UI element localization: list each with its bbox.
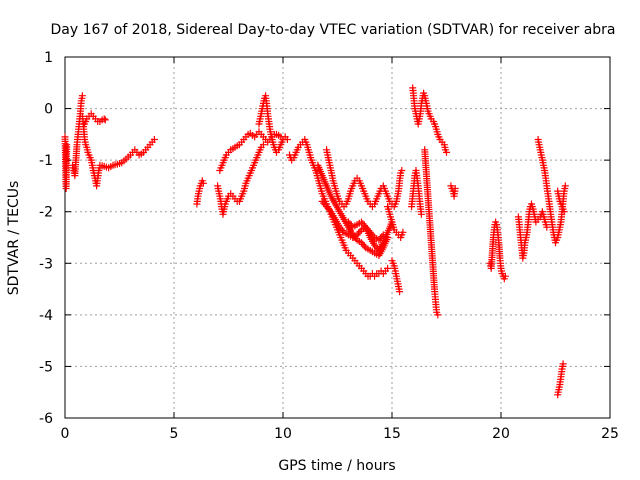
y-tick-label: -4 <box>39 308 53 324</box>
data-point <box>100 115 108 123</box>
chart-title: Day 167 of 2018, Sidereal Day-to-day VTE… <box>50 22 615 38</box>
data-point <box>78 92 86 100</box>
data-point-interp <box>360 242 368 250</box>
grid-lines <box>65 57 610 418</box>
data-point <box>279 136 287 143</box>
data-point-interp <box>356 228 364 235</box>
y-tick-label: -1 <box>39 153 53 169</box>
y-tick-label: -2 <box>39 205 53 221</box>
x-tick-label: 15 <box>383 426 401 442</box>
data-point <box>559 360 567 368</box>
data-point <box>398 167 406 174</box>
x-tick-label: 25 <box>601 426 619 442</box>
data-point <box>150 136 158 143</box>
data-point <box>63 141 71 149</box>
y-tick-label: -6 <box>39 411 53 427</box>
data-point <box>560 208 568 216</box>
axis-ticks: 0 5 10 15 20 25 -6 -5 -4 -3 -2 -1 0 1 <box>39 50 619 442</box>
y-axis-label: SDTVAR / TECUs <box>6 181 22 296</box>
data-point <box>259 141 267 149</box>
data-point <box>443 148 450 156</box>
data-point-interp <box>360 222 368 229</box>
x-tick-label: 0 <box>61 426 70 442</box>
y-tick-label: 1 <box>44 50 53 66</box>
data-point <box>396 288 404 296</box>
data-point <box>434 311 442 319</box>
data-point <box>417 210 425 218</box>
x-tick-label: 10 <box>274 426 292 442</box>
x-tick-label: 5 <box>170 426 179 442</box>
y-tick-label: 0 <box>44 102 53 118</box>
y-tick-label: -3 <box>39 256 53 272</box>
data-point-interp <box>339 227 347 235</box>
data-point <box>399 228 407 236</box>
data-point <box>561 182 569 190</box>
data-point <box>501 272 509 280</box>
data-points <box>61 84 569 399</box>
y-tick-label: -5 <box>39 359 53 375</box>
data-point <box>451 185 459 192</box>
data-point <box>199 179 207 187</box>
data-point <box>384 264 392 272</box>
data-point-interp <box>326 206 333 214</box>
data-point <box>101 116 109 124</box>
plot-frame <box>64 56 611 419</box>
x-tick-label: 20 <box>492 426 510 442</box>
x-axis-label: GPS time / hours <box>278 458 395 474</box>
